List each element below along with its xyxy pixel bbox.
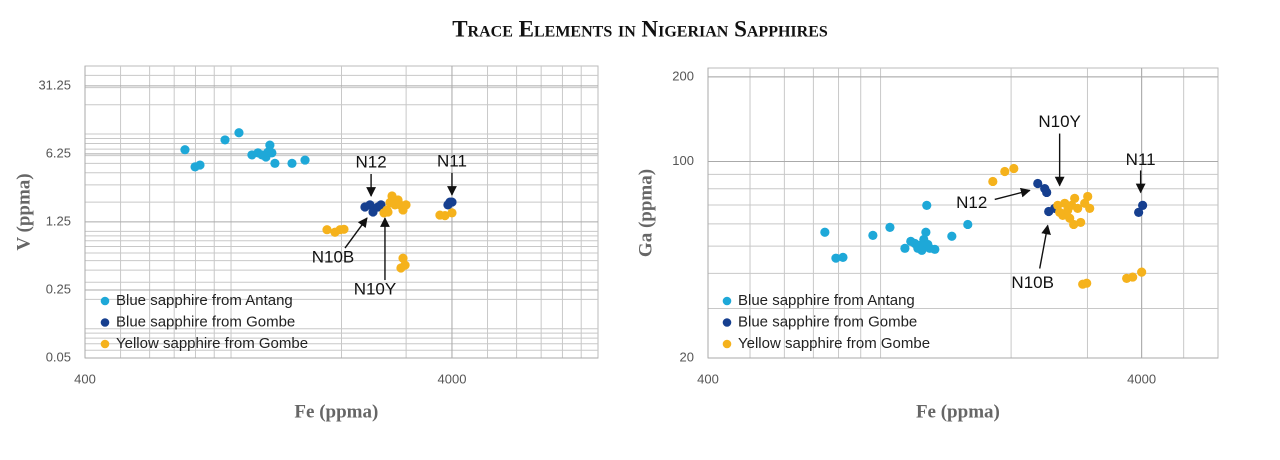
data-point	[447, 208, 457, 218]
x-axis-title: Fe (ppma)	[916, 401, 1000, 422]
data-point	[1085, 203, 1095, 213]
legend-label: Yellow sapphire from Gombe	[738, 335, 930, 352]
legend-marker	[100, 339, 110, 349]
legend-label: Blue sapphire from Antang	[738, 292, 915, 309]
data-point	[922, 200, 932, 210]
annotation-arrow	[994, 187, 1031, 201]
data-point	[447, 197, 457, 207]
data-point	[1070, 193, 1080, 204]
data-point	[1000, 166, 1010, 177]
annotation-label: N10Y	[1038, 112, 1081, 131]
legend-marker	[722, 339, 732, 349]
x-tick-label: 400	[74, 371, 96, 386]
data-point	[339, 224, 349, 234]
annotation-label: N11	[437, 151, 467, 170]
legend-marker	[100, 296, 110, 306]
data-point	[1137, 267, 1147, 277]
y-axis-title: Ga (ppma)	[635, 169, 656, 257]
annotation-label: N12	[355, 152, 386, 171]
data-point	[383, 207, 393, 217]
legend-label: Blue sapphire from Gombe	[738, 313, 917, 330]
data-point	[820, 227, 830, 237]
data-point	[917, 245, 927, 255]
data-point	[1069, 219, 1079, 230]
data-point	[400, 260, 410, 270]
data-point	[270, 158, 280, 168]
y-axis-title: V (ppma)	[13, 173, 34, 250]
x-tick-label: 4000	[1127, 371, 1156, 386]
legend-label: Yellow sapphire from Gombe	[116, 335, 308, 352]
data-point	[234, 128, 244, 138]
legend-label: Blue sapphire from Gombe	[116, 313, 295, 330]
data-point	[322, 225, 332, 235]
data-point	[1060, 198, 1070, 208]
x-tick-label: 400	[697, 371, 719, 386]
y-tick-label: 20	[680, 349, 694, 364]
data-point	[831, 253, 841, 263]
y-tick-label: 200	[672, 68, 694, 83]
y-tick-label: 0.05	[46, 349, 71, 364]
data-point	[300, 155, 310, 165]
legend-label: Blue sapphire from Antang	[116, 292, 293, 309]
data-point	[1083, 191, 1093, 202]
data-point	[900, 243, 910, 253]
data-point	[1134, 207, 1144, 217]
data-point	[838, 252, 848, 262]
legend-marker	[100, 318, 110, 327]
data-point	[1082, 278, 1092, 288]
data-point	[947, 231, 957, 241]
y-tick-label: 31.25	[38, 77, 71, 92]
data-point	[398, 253, 408, 263]
data-point	[267, 148, 277, 158]
annotation-label: N12	[956, 193, 987, 212]
data-point	[1053, 200, 1063, 210]
data-point	[1009, 163, 1019, 174]
annotation-label: N11	[1126, 150, 1156, 169]
annotation-arrow	[344, 217, 368, 249]
annotation-arrow	[1039, 224, 1051, 269]
legend-marker	[722, 318, 732, 327]
plot-area	[707, 67, 1219, 359]
data-point	[365, 200, 375, 210]
data-point	[1033, 178, 1043, 189]
data-point	[220, 135, 230, 145]
data-point	[963, 219, 973, 230]
figure-title: Trace Elements in Nigerian Sapphires	[452, 16, 828, 41]
annotation-label: N10Y	[354, 280, 397, 299]
data-point	[921, 227, 931, 237]
y-tick-label: 6.25	[46, 145, 71, 160]
x-axis-title: Fe (ppma)	[294, 401, 378, 422]
annotation-label: N10B	[312, 248, 355, 267]
data-point	[1042, 187, 1052, 198]
data-point	[930, 244, 940, 254]
data-point	[885, 222, 895, 232]
data-point	[1128, 272, 1138, 282]
x-tick-label: 4000	[438, 371, 467, 386]
data-point	[265, 140, 275, 150]
data-point	[401, 200, 411, 210]
data-point	[287, 158, 297, 168]
data-point	[1073, 203, 1083, 213]
data-point	[1076, 217, 1086, 228]
subplot: 400 4000 20 100 200 Fe (ppma) Ga (ppma) Blue sa…	[635, 67, 1219, 422]
legend-marker	[722, 296, 732, 306]
data-point	[180, 145, 190, 155]
data-point	[440, 211, 450, 221]
data-point	[195, 160, 205, 170]
data-point	[1138, 200, 1148, 210]
data-point	[988, 176, 998, 187]
data-point	[868, 230, 878, 240]
y-tick-label: 1.25	[46, 213, 71, 228]
subplot: 400 4000 0.05 0.25 1.25 6.25 31.25 Fe (ppma) V (…	[13, 65, 599, 422]
y-tick-label: 100	[672, 153, 694, 168]
y-tick-label: 0.25	[46, 281, 71, 296]
annotation-label: N10B	[1011, 273, 1054, 292]
